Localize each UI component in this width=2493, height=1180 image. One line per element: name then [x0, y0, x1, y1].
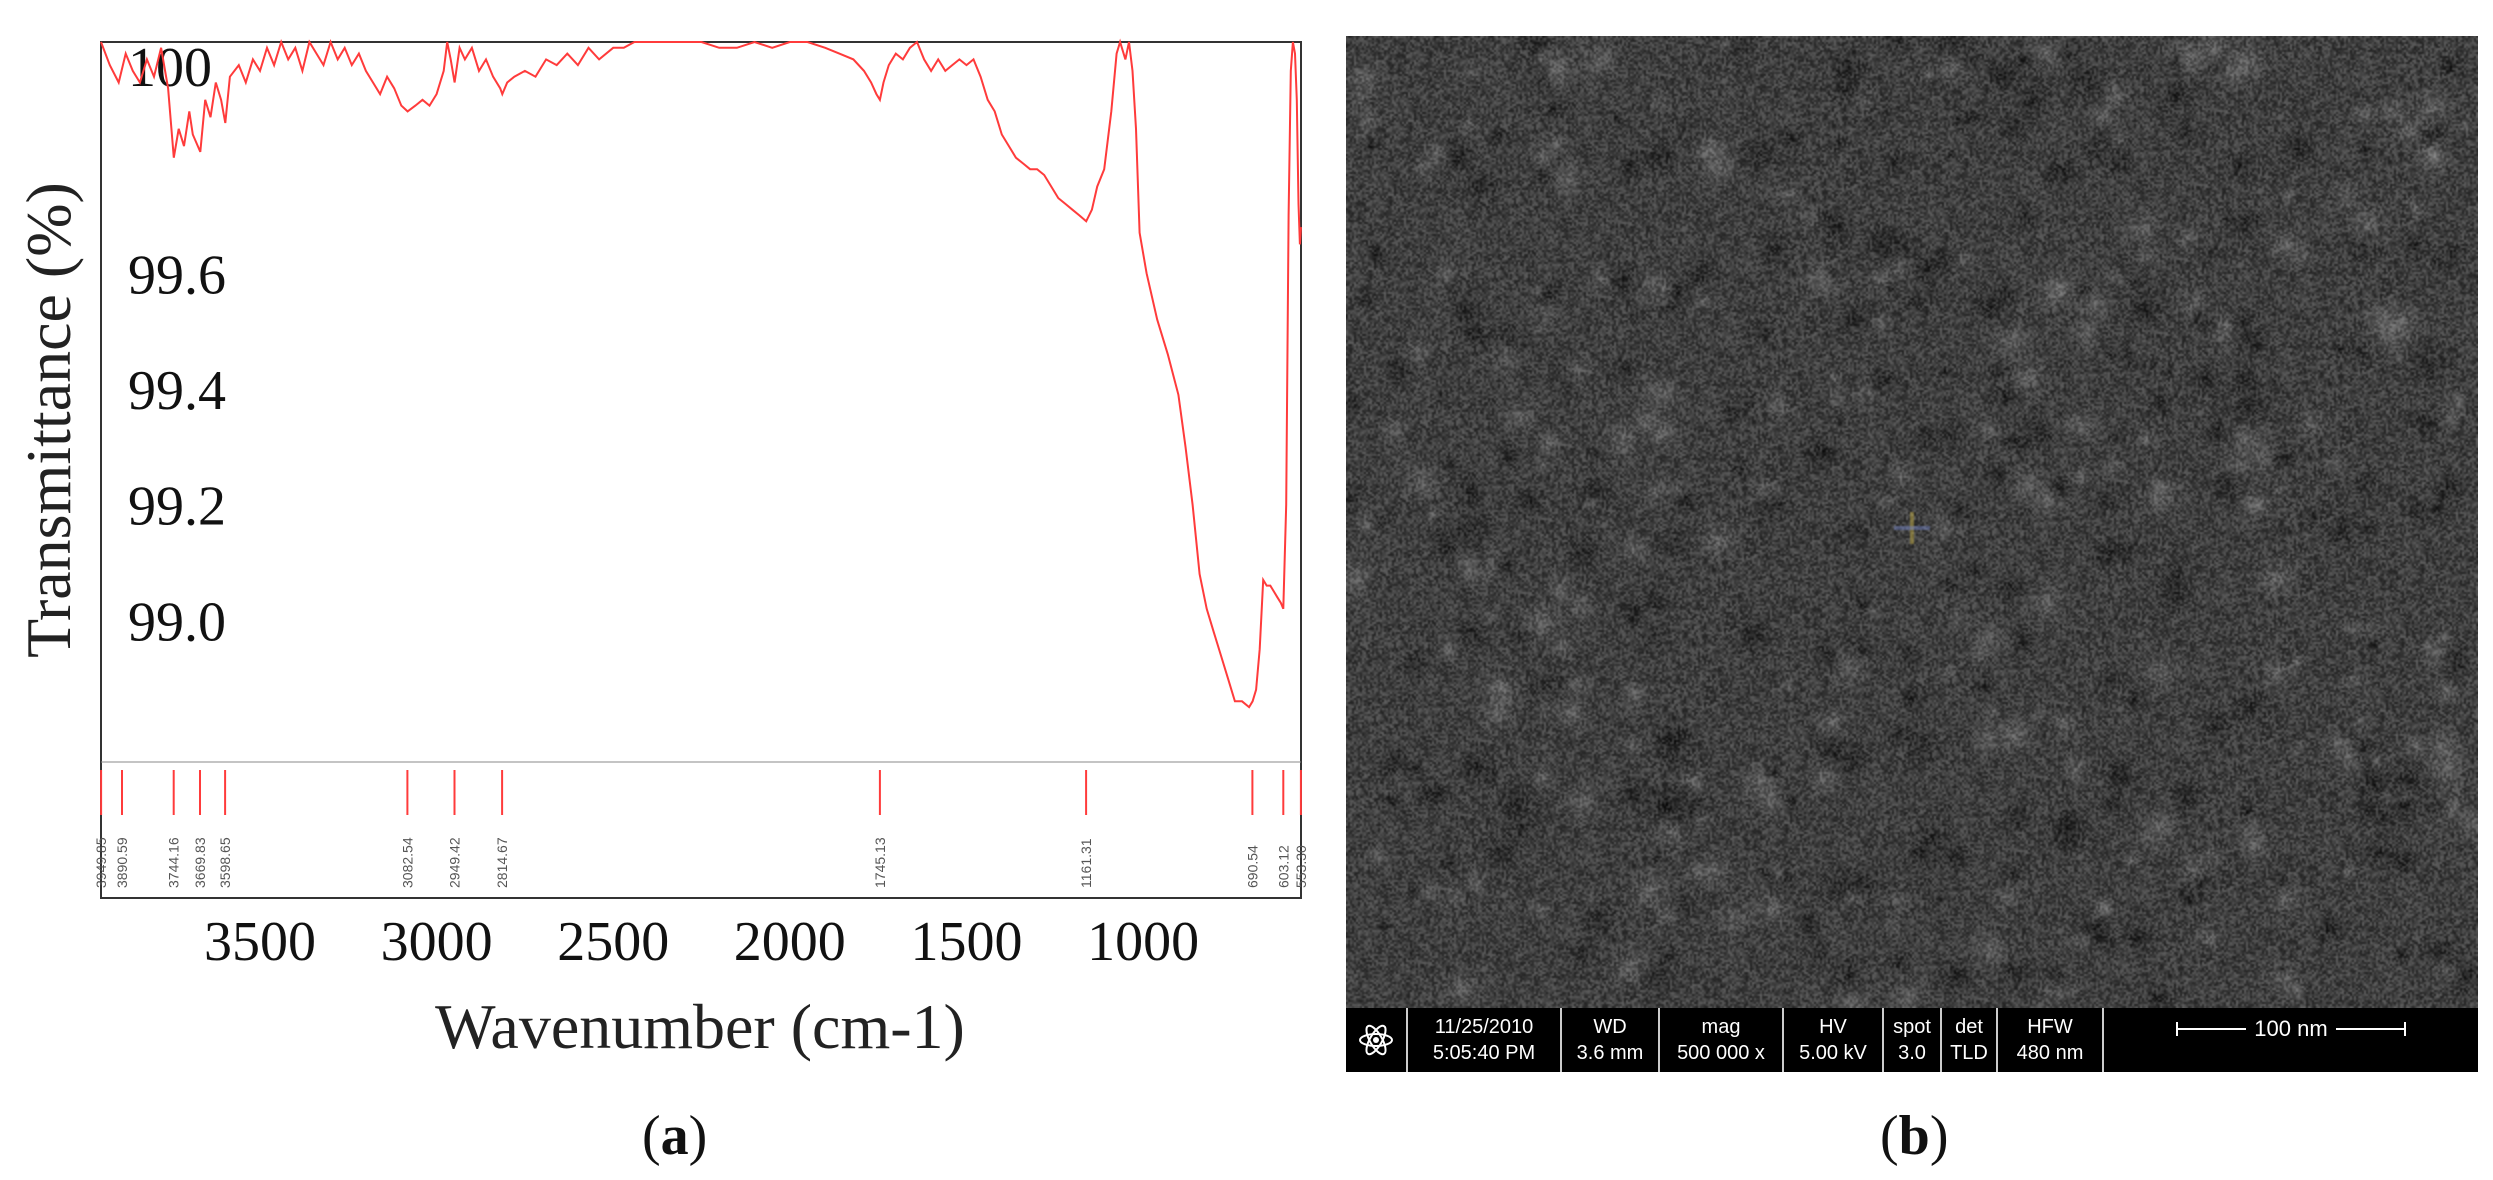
sem-scale-label: 100 nm [2254, 1016, 2328, 1041]
panel-a-open: ( [642, 1105, 661, 1167]
sem-mag: mag 500 000 x [1660, 1008, 1784, 1072]
peak-label: 3598.65 [217, 837, 233, 888]
sem-time: 5:05:40 PM [1432, 1042, 1536, 1064]
peak-label: 553.30 [1293, 845, 1309, 888]
sem-info-bar: 11/25/2010 5:05:40 PM WD 3.6 mm mag 500 … [1346, 1008, 2478, 1072]
y-axis-ticks: 100 99.6 99.4 99.2 99.0 [128, 37, 226, 653]
scale-line-left [2176, 1022, 2247, 1036]
sem-image [1346, 36, 2478, 1008]
peak-label: 1161.31 [1078, 838, 1094, 888]
sem-scale-bar: 100 nm [2104, 1008, 2478, 1072]
peak-label: 3082.54 [399, 837, 415, 888]
peak-label: 603.12 [1275, 845, 1291, 888]
y-axis-title: Transmittance (%) [13, 182, 84, 658]
x-tick-label: 3000 [381, 911, 493, 973]
sem-hfw: HFW 480 nm [1998, 1008, 2104, 1072]
peak-label: 3744.16 [166, 837, 182, 888]
panel-a-label: (a) [642, 1104, 707, 1168]
x-tick-label: 3500 [204, 911, 316, 973]
panel-b-label: (b) [1880, 1104, 1948, 1168]
panel-b-close: ) [1929, 1105, 1949, 1167]
sem-hfw-label: HFW [2027, 1016, 2073, 1038]
x-axis-ticks: 3500 3000 2500 2000 1500 1000 [204, 911, 1199, 973]
panel-a-letter: a [660, 1105, 689, 1167]
sem-wd-value: 3.6 mm [1576, 1042, 1644, 1064]
spectrum-line [100, 38, 1302, 709]
sem-det-value: TLD [1950, 1042, 1988, 1064]
sem-micrograph: 11/25/2010 5:05:40 PM WD 3.6 mm mag 500 … [1346, 36, 2478, 1072]
peak-label: 3669.83 [192, 837, 208, 888]
sem-datetime: 11/25/2010 5:05:40 PM [1408, 1008, 1562, 1072]
peak-label: 3890.59 [114, 837, 130, 888]
peak-label: 2949.42 [447, 837, 463, 888]
sem-hv-label: HV [1819, 1016, 1847, 1038]
panel-b-open: ( [1880, 1105, 1899, 1167]
x-tick-label: 1000 [1087, 911, 1199, 973]
y-tick-label: 99.2 [128, 476, 226, 538]
sem-det: det TLD [1942, 1008, 1998, 1072]
y-tick-label: 99.0 [128, 591, 226, 653]
sem-det-label: det [1955, 1016, 1983, 1038]
y-tick-label: 100 [128, 37, 212, 99]
peak-label: 3949.85 [93, 837, 109, 888]
sem-hv: HV 5.00 kV [1784, 1008, 1884, 1072]
sem-mag-label: mag [1701, 1016, 1741, 1038]
peak-label: 1745.13 [872, 837, 888, 888]
sem-hfw-value: 480 nm [2016, 1042, 2084, 1064]
x-tick-label: 1500 [911, 911, 1023, 973]
y-tick-label: 99.4 [128, 360, 226, 422]
peak-label: 2814.67 [494, 837, 510, 888]
sem-wd: WD 3.6 mm [1562, 1008, 1660, 1072]
scale-line-right [2335, 1022, 2406, 1036]
ftir-chart: 100 99.6 99.4 99.2 99.0 3500 3000 2500 2000 1500… [13, 37, 1309, 1062]
peak-markers: 3949.85 3890.59 3744.16 3669.83 3598.65 3082.… [93, 770, 1309, 888]
y-tick-label: 99.6 [128, 244, 226, 306]
x-tick-label: 2500 [557, 911, 669, 973]
sem-wd-label: WD [1593, 1016, 1627, 1038]
panel-b-letter: b [1898, 1105, 1930, 1167]
fei-logo-icon [1346, 1008, 1408, 1072]
sem-spot-value: 3.0 [1898, 1042, 1926, 1064]
x-tick-label: 2000 [734, 911, 846, 973]
sem-spot-label: spot [1893, 1016, 1931, 1038]
sem-date: 11/25/2010 [1434, 1016, 1534, 1038]
panel-a-close: ) [688, 1105, 708, 1167]
peak-label: 690.54 [1244, 845, 1260, 888]
sem-spot: spot 3.0 [1884, 1008, 1942, 1072]
plot-area [100, 41, 1302, 899]
sem-hv-value: 5.00 kV [1799, 1042, 1867, 1064]
x-axis-title: Wavenumber (cm-1) [435, 991, 965, 1062]
sem-mag-value: 500 000 x [1677, 1042, 1765, 1064]
